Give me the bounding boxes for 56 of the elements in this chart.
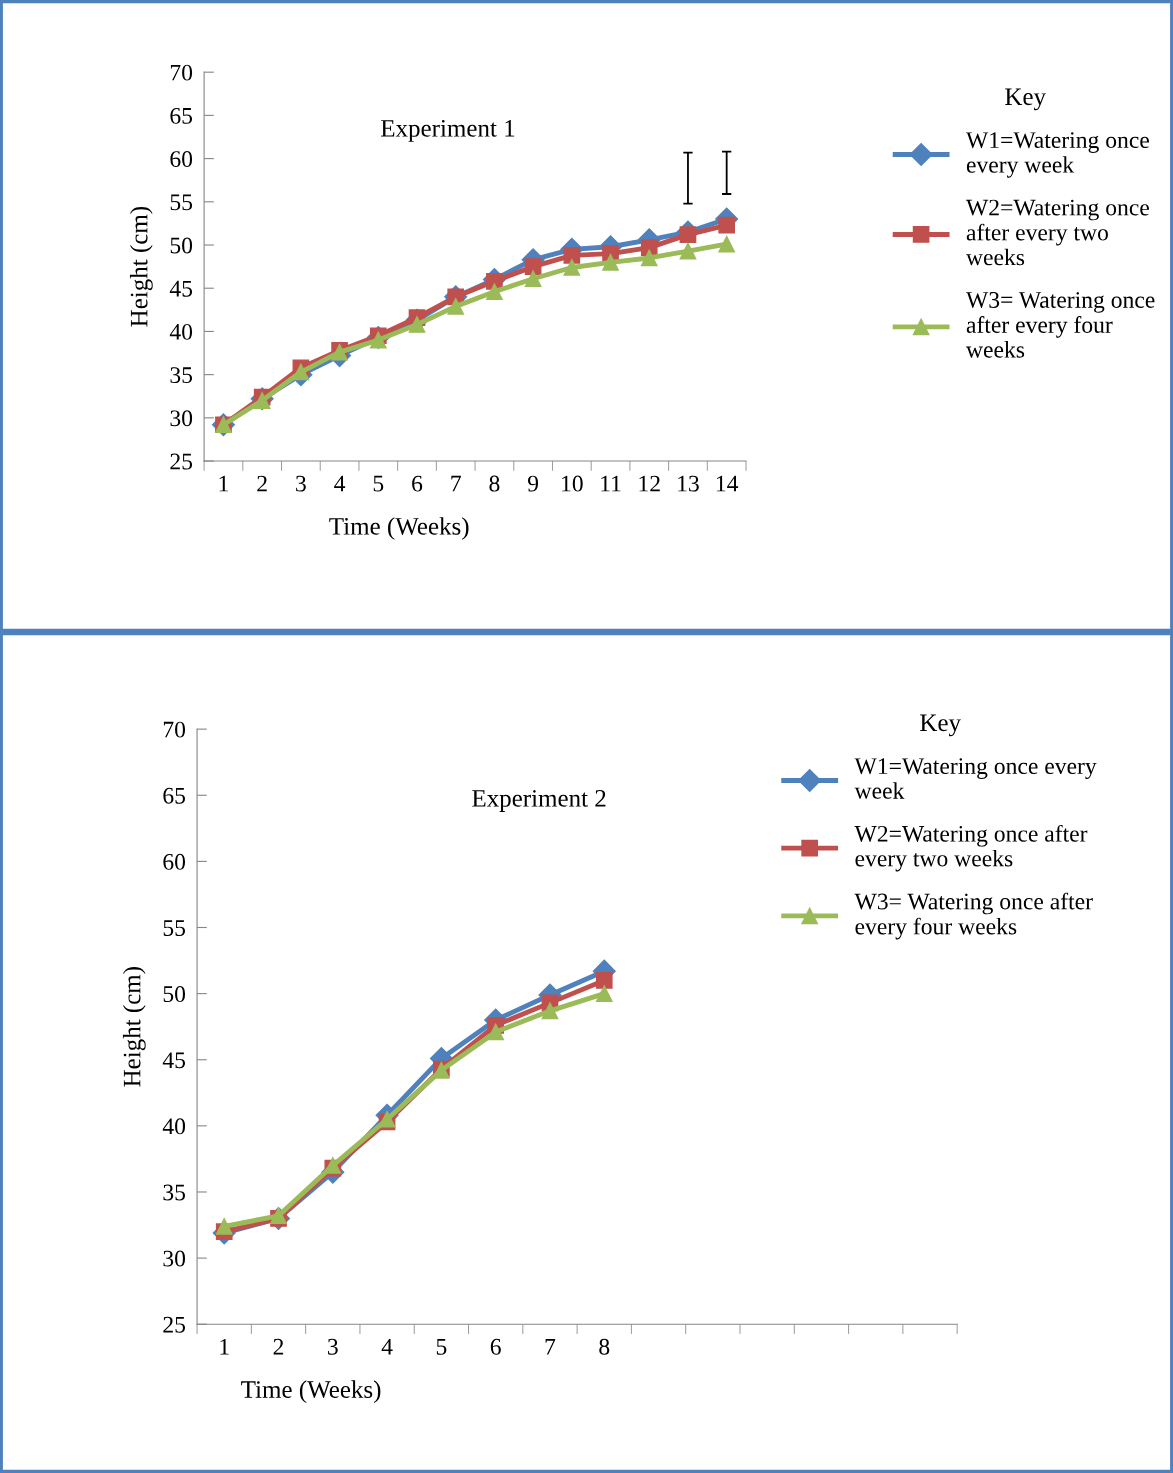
legend-label: W3= Watering once after every four weeks	[965, 292, 1155, 358]
x-tick-label: 2	[273, 1338, 284, 1355]
y-tick-label: 30	[170, 410, 193, 427]
y-axis-title: Height (cm)	[129, 206, 153, 327]
y-tick-label: 45	[169, 280, 193, 297]
y-tick-label: 35	[170, 367, 193, 384]
x-tick-label: 11	[601, 475, 621, 492]
x-tick-label: 7	[545, 1339, 556, 1355]
legend-title: Key	[920, 714, 961, 737]
y-tick-label: 40	[162, 1118, 186, 1135]
x-tick-label: 6	[412, 475, 423, 492]
y-tick-label: 45	[162, 1052, 186, 1069]
x-axis-title: Time (Weeks)	[241, 1380, 381, 1404]
x-tick-label: 2	[257, 475, 267, 492]
y-tick-label: 65	[170, 107, 193, 124]
legend-label: W3= Watering once after every four weeks	[854, 892, 1093, 940]
text: Experiment 2	[472, 790, 606, 812]
legend-label: W1=Watering once every week	[965, 132, 1149, 178]
text: Experiment 1	[381, 119, 515, 142]
y-tick-label: 50	[163, 986, 186, 1003]
y-tick-label: 30	[163, 1250, 186, 1267]
legend-label: W1=Watering once every week	[854, 758, 1097, 799]
x-tick-label: 3	[328, 1338, 338, 1355]
x-tick-label: 5	[373, 475, 384, 492]
x-tick-label: 8	[599, 1338, 610, 1355]
y-tick-label: 70	[170, 64, 193, 81]
y-tick-label: 35	[163, 1184, 186, 1201]
legend-label: W2=Watering once after every two weeks	[854, 824, 1088, 872]
x-tick-label: 6	[490, 1338, 501, 1355]
y-tick-label: 55	[163, 920, 186, 936]
y-tick-label: 25	[170, 453, 193, 470]
x-tick-label: 3	[296, 475, 306, 492]
y-tick-label: 25	[163, 1316, 186, 1333]
y-tick-label: 60	[163, 853, 186, 870]
y-tick-label: 55	[170, 194, 193, 211]
x-tick-label: 9	[527, 475, 539, 492]
y-axis-title: Height (cm)	[122, 967, 146, 1087]
y-tick-label: 60	[170, 151, 193, 168]
x-tick-label: 8	[489, 475, 500, 492]
x-tick-label: 1	[220, 1338, 229, 1355]
x-tick-label: 12	[639, 475, 660, 492]
x-tick-label: 7	[451, 475, 461, 492]
x-tick-label: 14	[716, 475, 739, 492]
y-tick-label: 40	[169, 323, 193, 340]
x-tick-label: 4	[381, 1338, 393, 1355]
y-tick-label: 70	[163, 721, 186, 738]
x-tick-label: 4	[334, 475, 346, 492]
x-tick-label: 13	[678, 475, 699, 492]
legend-label: W2=Watering once after every two weeks	[965, 199, 1149, 266]
y-tick-label: 50	[170, 237, 193, 254]
x-axis-title: Time (Weeks)	[329, 517, 469, 540]
legend-title: Key	[1005, 88, 1046, 111]
x-tick-label: 10	[562, 475, 583, 492]
x-tick-label: 5	[436, 1339, 447, 1355]
x-tick-label: 1	[219, 475, 228, 492]
y-tick-label: 65	[163, 787, 186, 804]
